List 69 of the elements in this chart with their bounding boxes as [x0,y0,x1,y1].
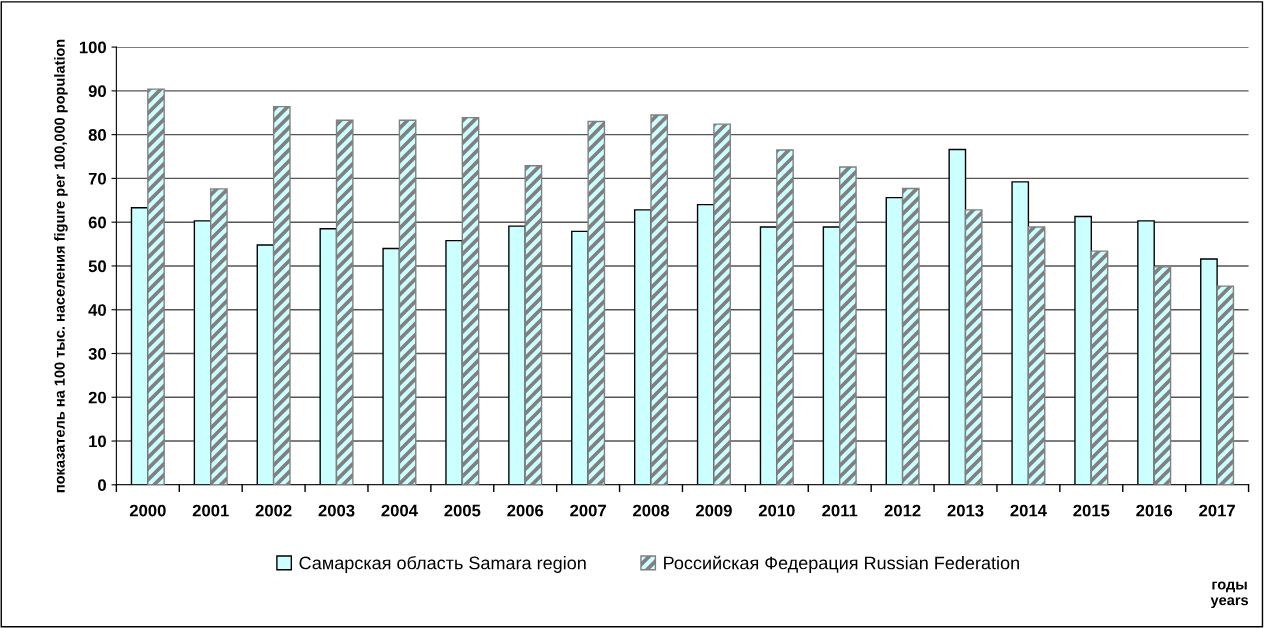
bar [256,244,275,485]
bar [587,120,606,485]
bar [776,149,794,485]
y-axis-title: показатель на 100 тыс. населения figure per 100,000 population [54,39,68,493]
y-tick-label: 50 [88,260,106,273]
bar [1200,258,1218,485]
x-tick-label: 2003 [318,504,355,517]
bar [571,230,589,485]
x-tick-label: 2013 [947,504,984,517]
x-tick-label: 2009 [695,504,732,517]
bar [948,148,967,485]
y-tick-label: 10 [89,435,106,448]
bar [885,196,904,485]
bar [445,239,464,485]
bar [1011,181,1030,485]
bar [633,209,652,485]
y-tick-label: 70 [88,172,106,185]
bar [272,105,291,485]
x-axis-title: годы years [1210,581,1249,609]
x-tick-label: 2016 [1136,504,1173,517]
bar [696,203,715,485]
x-tick-label: 2015 [1073,504,1110,517]
x-tick-label: 2017 [1199,504,1235,517]
y-tick-label: 90 [88,85,106,98]
bar [713,123,731,485]
bar [398,119,417,485]
bar [822,226,841,485]
y-tick-label: 40 [88,304,106,316]
bar [319,228,338,485]
bar [901,187,920,485]
x-tick-label: 2005 [444,504,481,517]
bar [147,88,165,485]
y-tick-label: 30 [88,347,106,360]
x-tick-label: 2000 [129,504,166,517]
bar [461,116,480,485]
bar [1027,226,1046,485]
bar [1090,250,1109,485]
bar [1137,220,1155,485]
bar [210,188,228,485]
bar [650,114,669,485]
x-tick-label: 2012 [884,504,921,517]
y-tick-label: 20 [88,391,106,404]
y-tick-label: 100 [79,41,106,54]
bar [382,247,401,485]
bar [508,225,526,485]
y-tick-label: 60 [88,216,106,229]
bar [130,207,149,485]
y-tick-label: 0 [98,479,106,492]
x-tick-label: 2006 [507,504,544,517]
x-tick-label: 2008 [633,504,670,517]
x-tick-label: 2001 [192,504,229,517]
bar [839,166,857,485]
bar [335,119,354,485]
x-tick-label: 2002 [255,504,292,517]
legend-label: Российская Федерация Russian Federation [664,555,1019,573]
legend-label: Самарская область Samara region [299,555,586,573]
bar [1074,215,1093,485]
bar [193,220,212,485]
bar [1216,285,1235,485]
bar [524,165,543,485]
y-tick-label: 80 [88,129,106,141]
x-tick-label: 2007 [570,504,606,517]
x-tick-label: 2011 [822,504,858,517]
x-tick-label: 2004 [381,504,418,517]
bar [1153,266,1172,485]
bar [759,226,778,485]
bar [964,209,983,485]
x-tick-label: 2014 [1010,504,1047,517]
x-tick-label: 2010 [758,504,795,517]
